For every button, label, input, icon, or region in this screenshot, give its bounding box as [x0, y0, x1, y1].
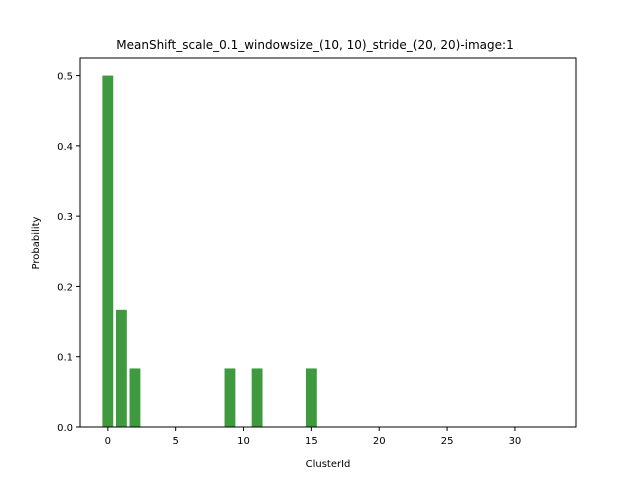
y-axis-title: Probability [31, 216, 42, 269]
bar-cluster-2 [129, 368, 141, 427]
plot-area: 0 5 10 15 20 25 30 0.0 0.1 0.2 0.3 0.4 0.5 [57, 57, 577, 447]
y-tick-label: 0.3 [57, 212, 73, 223]
bar-cluster-11 [251, 368, 263, 427]
x-tick-label: 30 [509, 436, 522, 447]
x-tick-label: 5 [172, 436, 178, 447]
bar-cluster-15 [305, 368, 317, 427]
y-tick-label: 0.4 [57, 142, 73, 153]
x-tick-label: 15 [305, 436, 318, 447]
bar-cluster-1 [115, 309, 127, 427]
x-tick-label: 20 [373, 436, 386, 447]
x-axis-title: ClusterId [306, 459, 351, 470]
bar-cluster-9 [224, 368, 236, 427]
y-tick-label: 0.5 [57, 72, 73, 83]
bar-cluster-0 [102, 75, 114, 428]
x-tick-label: 10 [237, 436, 250, 447]
x-tick-label: 25 [441, 436, 454, 447]
y-tick-label: 0.2 [57, 282, 73, 293]
y-tick-label: 0.0 [57, 423, 73, 434]
axes-frame [79, 57, 577, 428]
y-tick-label: 0.1 [57, 353, 73, 364]
x-tick-label: 0 [105, 436, 111, 447]
chart-title: MeanShift_scale_0.1_windowsize_(10, 10)_… [116, 38, 513, 52]
